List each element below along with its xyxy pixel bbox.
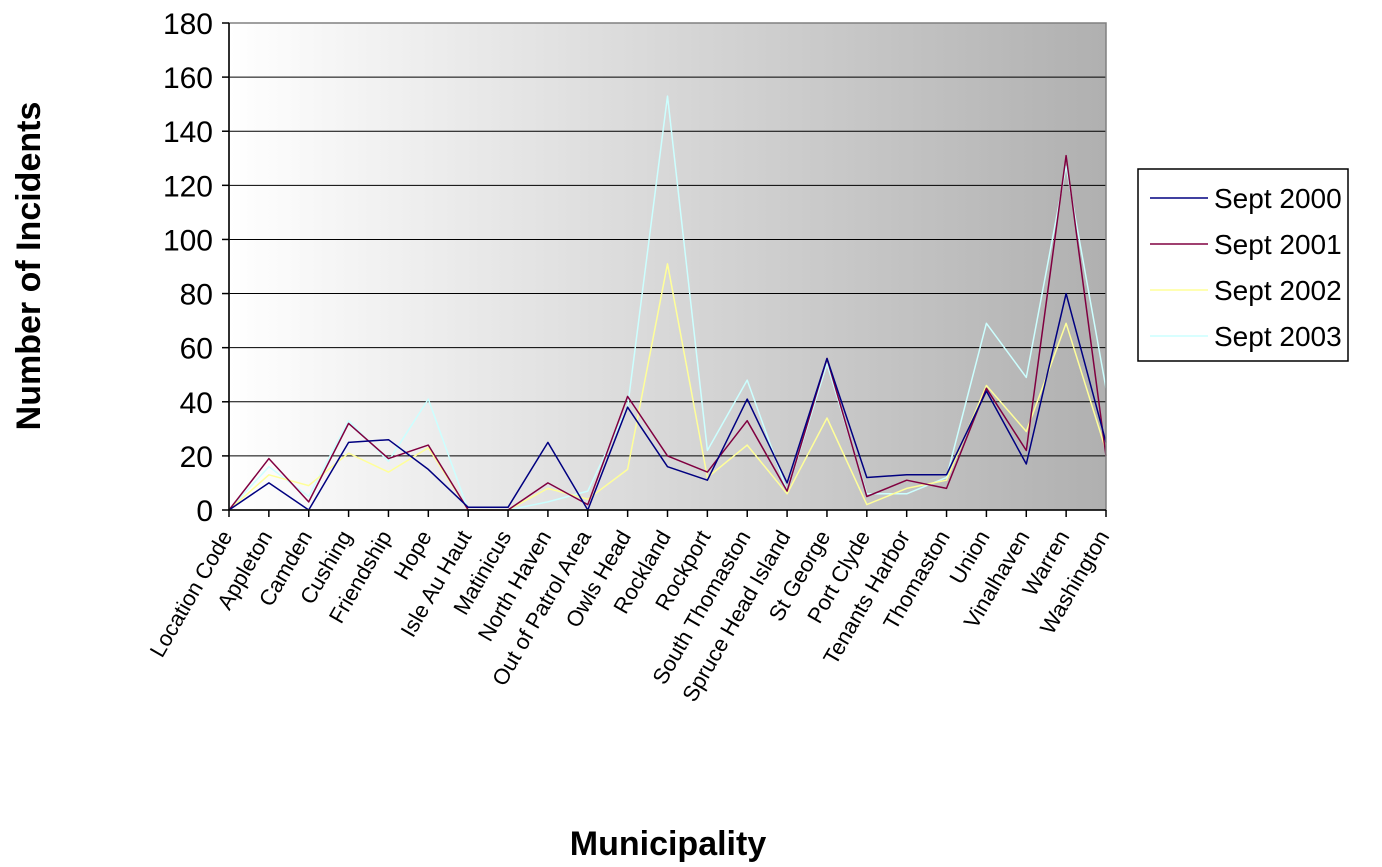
x-tick-labels: Location CodeAppletonCamdenCushingFriend… — [145, 525, 1115, 706]
y-tick-label: 80 — [180, 279, 213, 312]
legend-items: Sept 2000 Sept 2001 Sept 2002 Sept 2003 — [1150, 183, 1342, 352]
legend-label: Sept 2003 — [1214, 321, 1342, 352]
series-lines — [228, 95, 1107, 511]
legend-box — [1137, 168, 1349, 362]
y-tick-label: 0 — [196, 495, 213, 528]
series-line — [228, 263, 1107, 511]
y-tick-label: 60 — [180, 333, 213, 366]
legend: Sept 2000 Sept 2001 Sept 2002 Sept 2003 — [1137, 168, 1349, 362]
y-tick-label: 100 — [163, 224, 213, 257]
axes — [222, 22, 1107, 517]
series-line — [228, 154, 1107, 511]
legend-label: Sept 2001 — [1214, 229, 1342, 260]
y-tick-label: 140 — [163, 116, 213, 149]
series-line — [228, 292, 1107, 511]
x-axis-title: Municipality — [570, 825, 767, 863]
y-axis-title: Number of Incidents — [10, 102, 48, 431]
legend-label: Sept 2002 — [1214, 275, 1342, 306]
y-tick-label: 160 — [163, 62, 213, 95]
y-tick-label: 120 — [163, 170, 213, 203]
y-tick-label: 180 — [163, 8, 213, 41]
y-tick-label: 20 — [180, 441, 213, 474]
y-tick-label: 40 — [180, 387, 213, 420]
legend-label: Sept 2000 — [1214, 183, 1342, 214]
y-tick-labels: 0 20 40 60 80 100 120 140 160 180 — [163, 8, 213, 528]
